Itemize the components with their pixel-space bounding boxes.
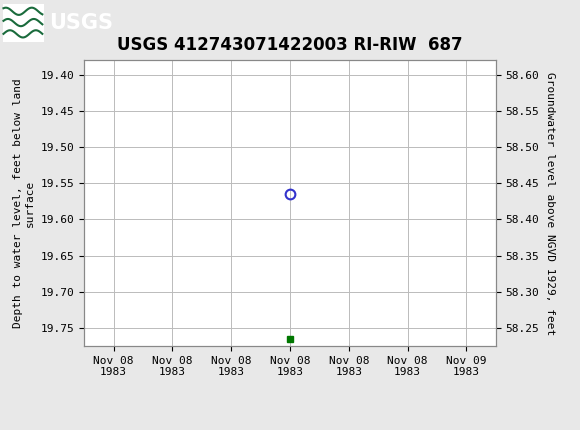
FancyBboxPatch shape [3, 3, 43, 42]
Text: USGS: USGS [49, 12, 113, 33]
Y-axis label: Groundwater level above NGVD 1929, feet: Groundwater level above NGVD 1929, feet [545, 71, 555, 335]
Text: USGS 412743071422003 RI-RIW  687: USGS 412743071422003 RI-RIW 687 [117, 36, 463, 54]
Y-axis label: Depth to water level, feet below land
surface: Depth to water level, feet below land su… [13, 78, 35, 328]
